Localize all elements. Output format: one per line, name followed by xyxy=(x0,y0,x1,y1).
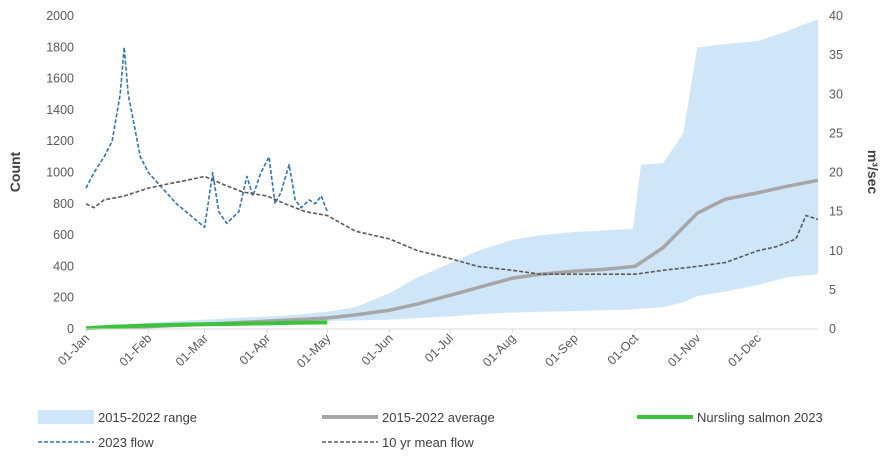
legend-item: 2015-2022 average xyxy=(322,410,495,425)
left-tick-label: 0 xyxy=(67,322,74,336)
left-tick-label: 1200 xyxy=(46,134,74,148)
x-tick-label: 01-Oct xyxy=(605,331,642,368)
salmon-2023-line xyxy=(85,320,328,331)
left-tick-label: 600 xyxy=(53,228,74,242)
left-tick-label: 1400 xyxy=(46,103,74,117)
right-tick-label: 15 xyxy=(829,205,843,219)
left-tick-label: 1800 xyxy=(46,40,74,54)
x-tick-label: 01-May xyxy=(294,331,334,371)
legend-label: Nursling salmon 2023 xyxy=(697,410,823,425)
x-tick-label: 01-Apr xyxy=(237,331,273,367)
x-tick-label: 01-Jun xyxy=(359,331,396,368)
range-band xyxy=(86,19,818,329)
series-line-layer xyxy=(85,46,819,331)
x-tick-label: 01-Aug xyxy=(480,331,518,369)
legend-label: 10 yr mean flow xyxy=(382,435,474,450)
left-tick-label: 800 xyxy=(53,197,74,211)
x-tick-label: 01-Jul xyxy=(422,331,456,365)
left-axis-title: Count xyxy=(7,151,23,192)
right-tick-label: 20 xyxy=(829,166,843,180)
right-y-tick-labels: 0 5 10 15 20 25 30 35 40 xyxy=(829,9,843,336)
legend-label: 2023 flow xyxy=(98,435,154,450)
right-tick-label: 40 xyxy=(829,9,843,23)
legend-swatch xyxy=(38,410,94,424)
x-tick-label: 01-Jan xyxy=(55,331,92,368)
right-tick-label: 25 xyxy=(829,126,843,140)
left-tick-label: 2000 xyxy=(46,9,74,23)
right-tick-label: 5 xyxy=(829,283,836,297)
legend-label: 2015-2022 range xyxy=(98,410,197,425)
mean-flow-line xyxy=(85,175,819,276)
legend-item: Nursling salmon 2023 xyxy=(637,410,823,425)
average-line xyxy=(85,178,819,330)
right-tick-label: 10 xyxy=(829,244,843,258)
legend-item: 2015-2022 range xyxy=(38,410,197,425)
flow-2023-line xyxy=(85,46,329,229)
left-tick-label: 400 xyxy=(53,259,74,273)
left-tick-label: 1600 xyxy=(46,72,74,86)
x-tick-label: 01-Nov xyxy=(665,331,704,370)
legend-item: 2023 flow xyxy=(38,435,154,450)
x-tick-labels: 01-Jan 01-Feb 01-Mar 01-Apr 01-May 01-Jun 01-J… xyxy=(55,329,764,371)
left-tick-label: 1000 xyxy=(46,166,74,180)
left-tick-label: 200 xyxy=(53,291,74,305)
right-tick-label: 0 xyxy=(829,322,836,336)
right-axis-title: m³/sec xyxy=(865,150,881,195)
x-tick-label: 01-Dec xyxy=(725,331,763,369)
right-tick-label: 35 xyxy=(829,48,843,62)
legend-item: 10 yr mean flow xyxy=(322,435,474,450)
range-band-layer xyxy=(86,19,818,329)
x-tick-label: 01-Sep xyxy=(542,331,580,369)
legend: 2015-2022 range 2015-2022 average Nursling… xyxy=(38,410,823,450)
x-tick-label: 01-Feb xyxy=(117,331,155,369)
left-y-tick-labels: 0 200 400 600 800 1000 1200 1400 1600 1800 2000 xyxy=(46,9,74,336)
x-tick-label: 01-Mar xyxy=(173,331,211,369)
right-tick-label: 30 xyxy=(829,87,843,101)
legend-label: 2015-2022 average xyxy=(382,410,495,425)
